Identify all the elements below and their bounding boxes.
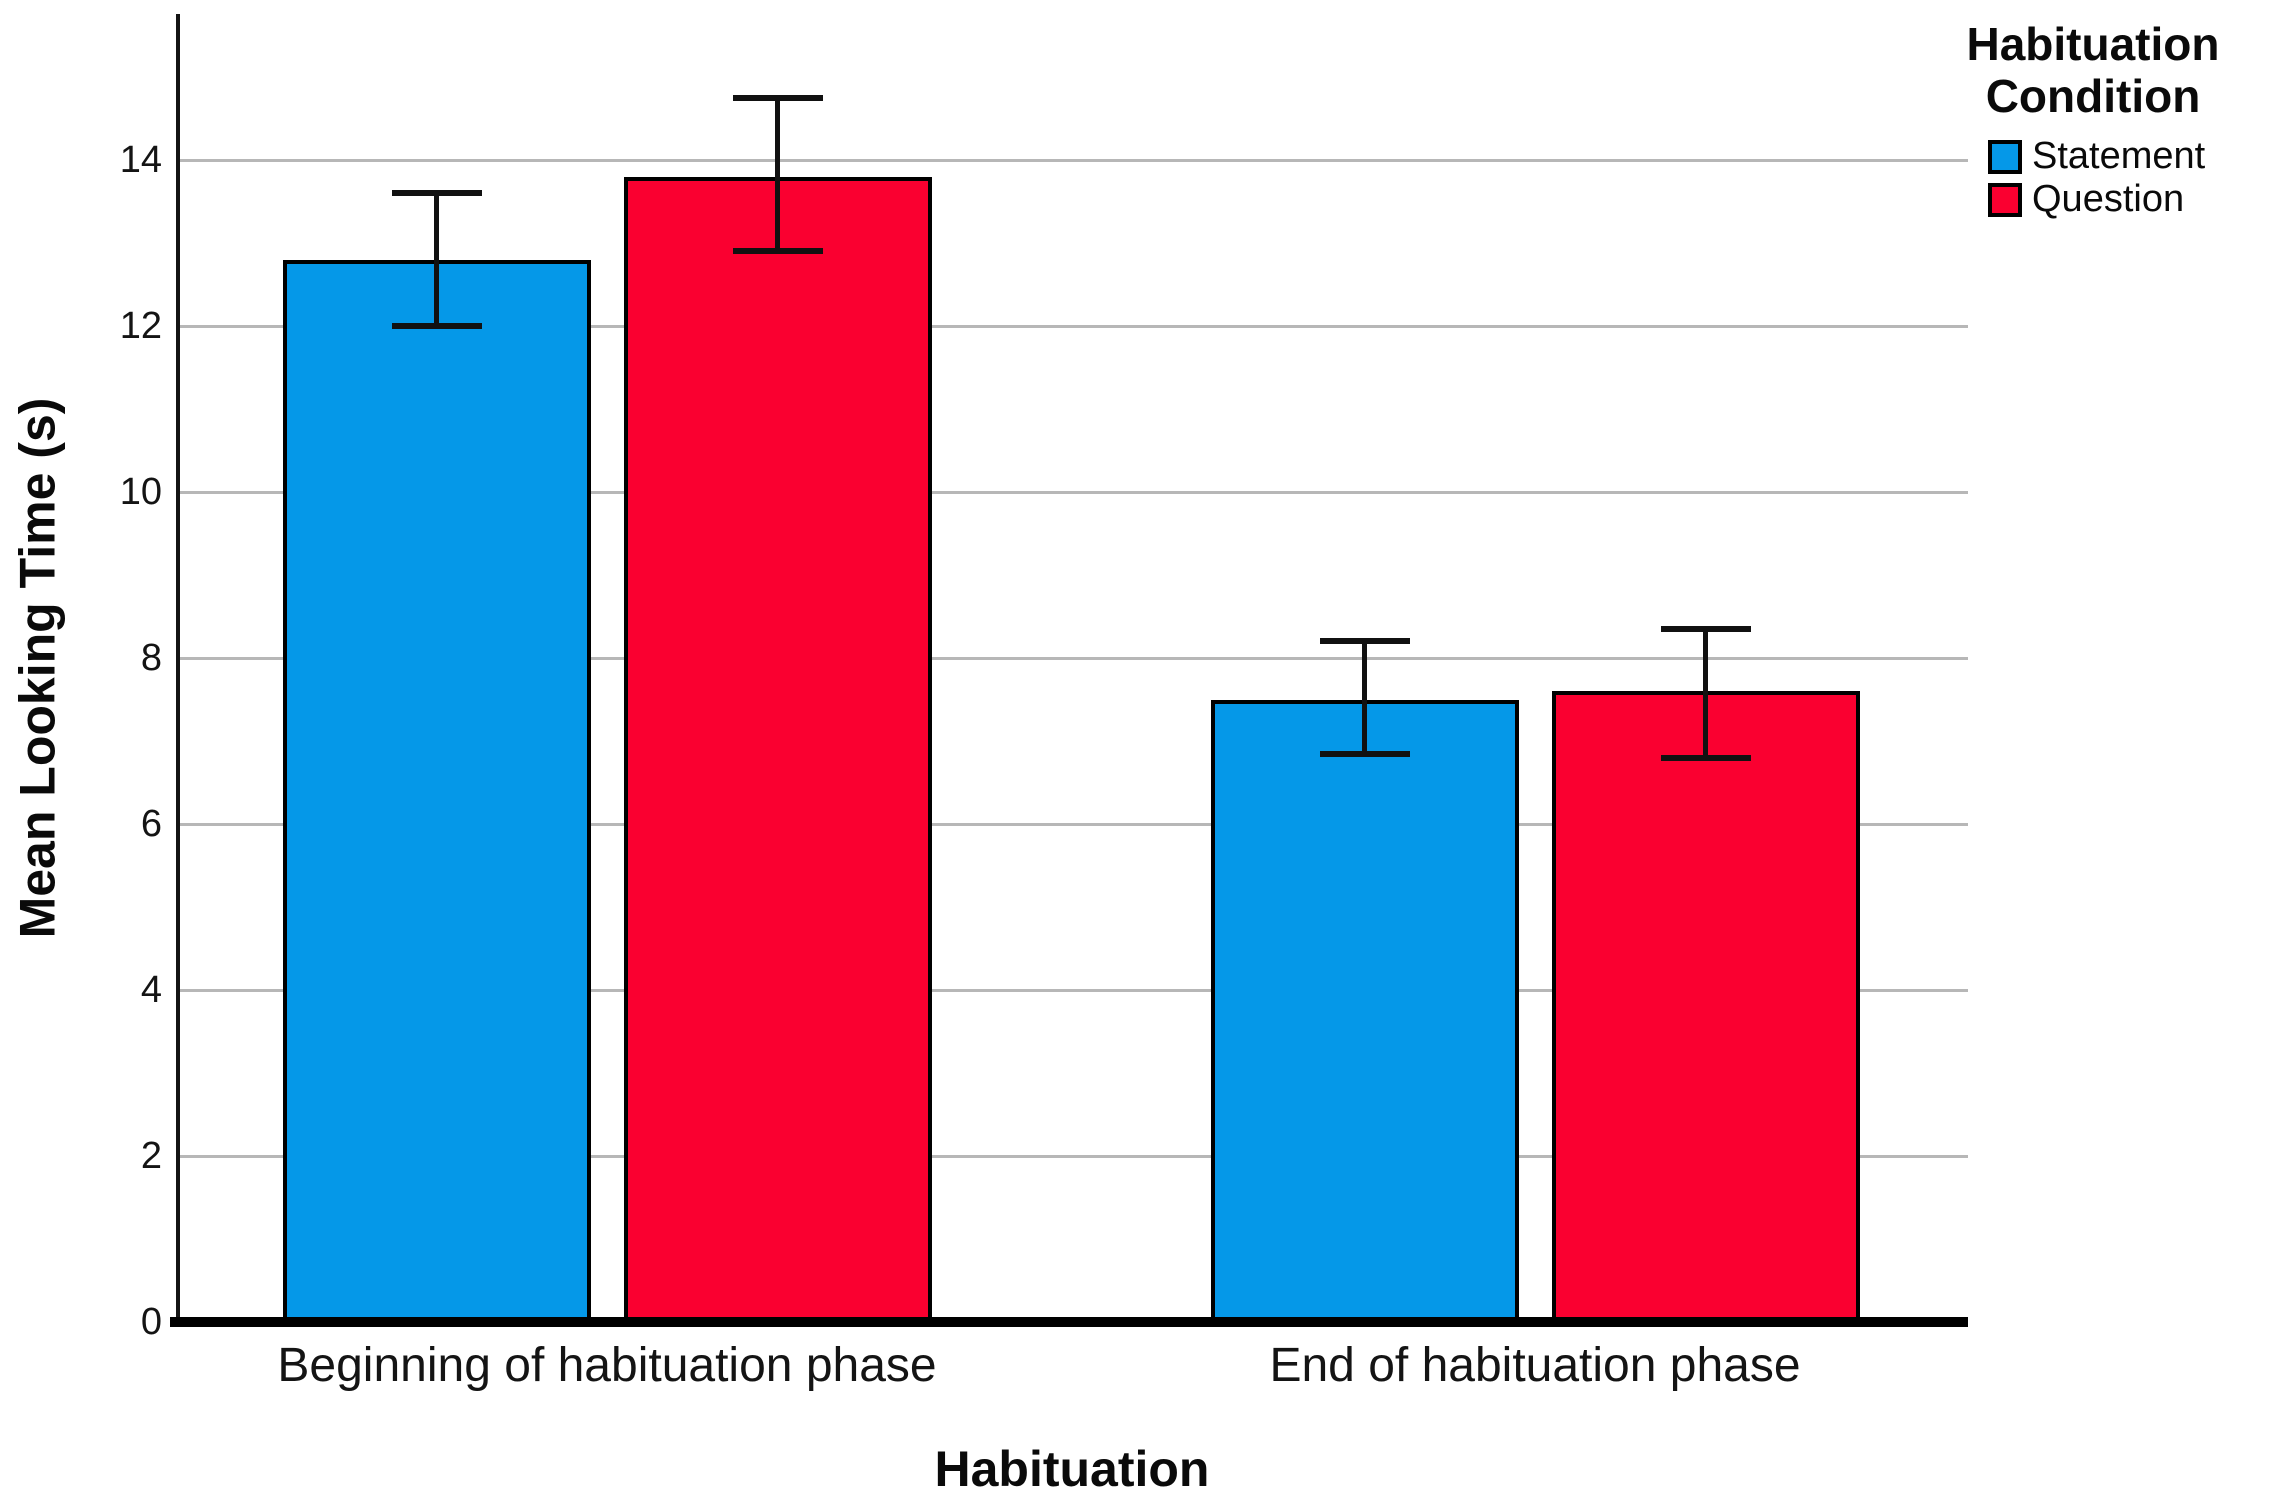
legend-title-line-2: Condition <box>1985 70 2201 122</box>
x-axis-title: Habituation <box>934 1441 1210 1497</box>
y-tick-labels: 0 2 4 6 8 10 12 14 <box>0 14 162 1343</box>
bar-question-0 <box>623 176 932 1322</box>
x-category-label-end: End of habituation phase <box>1269 1339 1801 1392</box>
y-tick-label-6: 6 <box>140 803 162 846</box>
x-category-label-beginning: Beginning of habituation phase <box>277 1339 937 1392</box>
x-axis-line <box>170 1317 1968 1327</box>
y-tick-label-12: 12 <box>119 305 162 348</box>
error-bar-statement-0 <box>391 190 482 330</box>
error-bar-line <box>434 193 439 327</box>
y-tick-label-8: 8 <box>140 637 162 680</box>
error-bar-cap-top <box>1319 638 1410 645</box>
error-bar-statement-1 <box>1319 638 1410 757</box>
y-tick-label-4: 4 <box>140 969 162 1012</box>
gridline-14 <box>176 158 1968 162</box>
legend-entry-label: Statement <box>2032 135 2206 177</box>
gridline-6 <box>176 822 1968 826</box>
y-tick-label-2: 2 <box>140 1135 162 1178</box>
bar-question-1 <box>1551 691 1860 1322</box>
error-bar-cap-bottom <box>732 248 823 255</box>
bar-statement-0 <box>282 259 591 1322</box>
error-bar-line <box>775 97 780 252</box>
legend: Habituation Condition Statement Question <box>1962 18 2224 222</box>
error-bar-cap-top <box>391 190 482 197</box>
gridline-10 <box>176 490 1968 494</box>
error-bar-line <box>1703 629 1708 758</box>
legend-entry-label: Question <box>2032 178 2185 220</box>
error-bar-question-1 <box>1660 626 1751 761</box>
gridline-2 <box>176 1154 1968 1158</box>
error-bar-line <box>1362 641 1367 754</box>
y-axis-line <box>176 14 180 1322</box>
error-bar-cap-bottom <box>1319 750 1410 757</box>
error-bar-cap-bottom <box>391 323 482 330</box>
legend-swatch-question <box>1988 182 2022 217</box>
legend-title-line-1: Habituation <box>1966 18 2220 70</box>
error-bar-cap-bottom <box>1660 754 1751 761</box>
gridline-8 <box>176 656 1968 660</box>
y-tick-label-10: 10 <box>119 471 162 514</box>
error-bar-cap-top <box>1660 626 1751 632</box>
bar-statement-1 <box>1210 699 1519 1322</box>
error-bar-question-0 <box>732 94 823 255</box>
gridline-4 <box>176 988 1968 992</box>
legend-title: Habituation Condition <box>1962 18 2224 122</box>
gridline-12 <box>176 324 1968 328</box>
plot-area <box>170 14 1968 1327</box>
y-tick-label-0: 0 <box>140 1301 162 1343</box>
legend-entries: Statement Question <box>1962 135 2224 220</box>
legend-entry-statement: Statement <box>1988 135 2224 177</box>
y-tick-label-14: 14 <box>119 139 162 182</box>
legend-entry-question: Question <box>1988 178 2224 220</box>
legend-swatch-statement <box>1988 139 2022 174</box>
error-bar-cap-top <box>732 94 823 101</box>
